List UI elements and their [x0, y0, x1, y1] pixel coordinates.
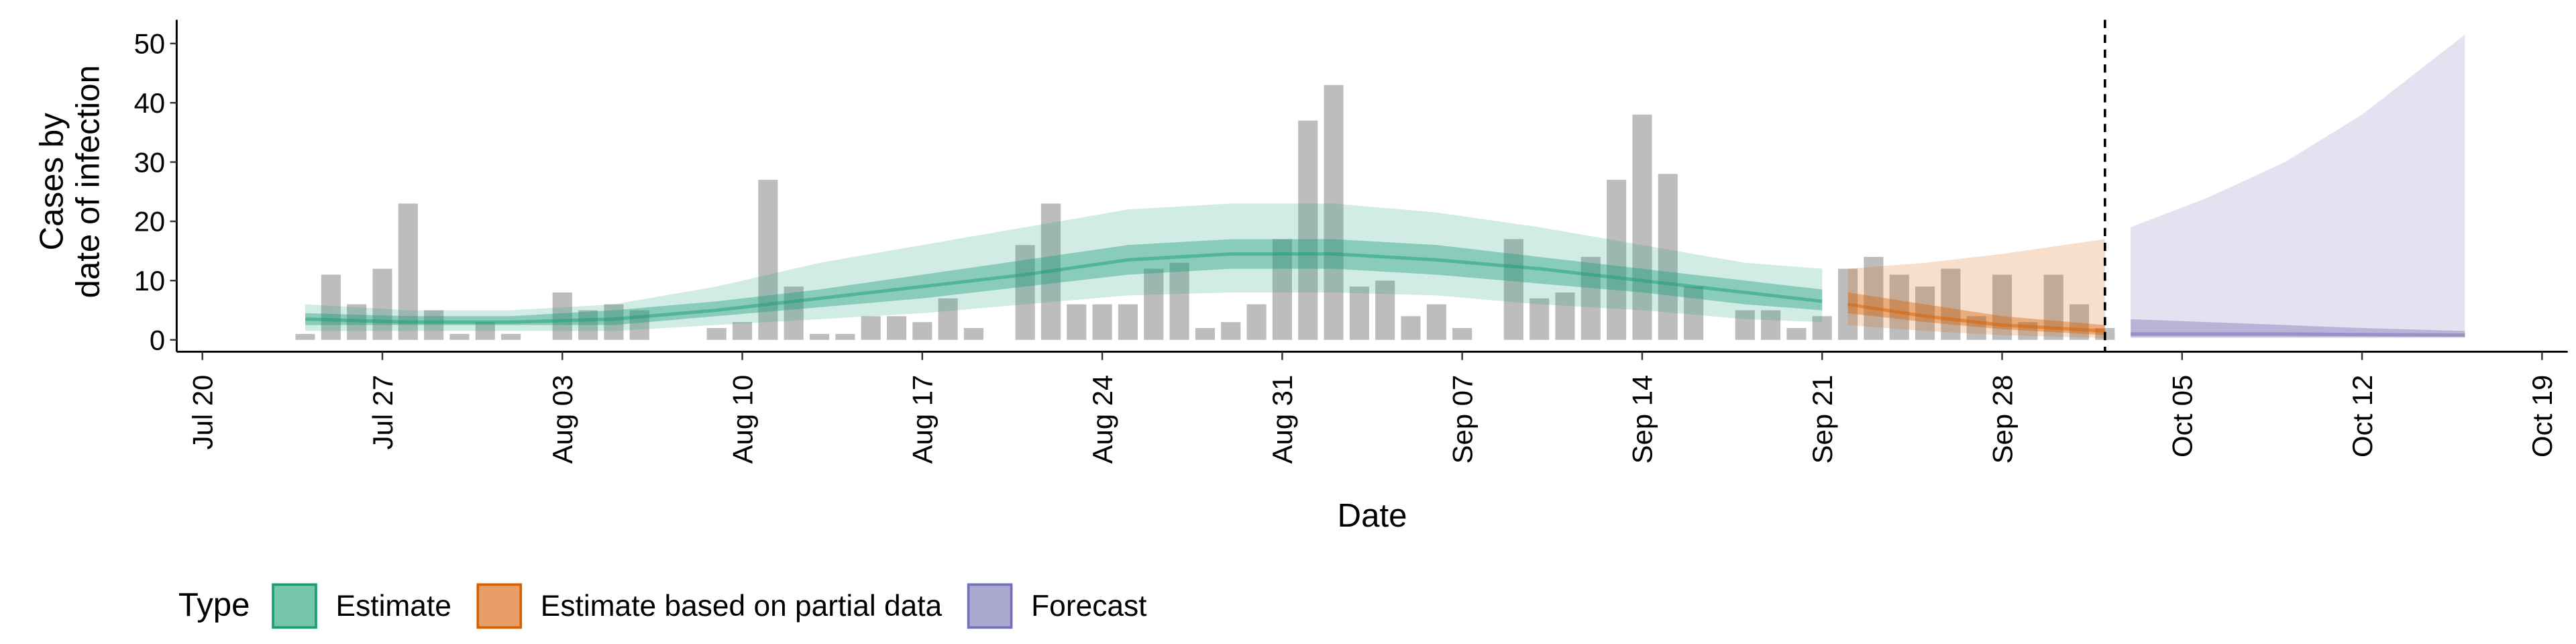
ribbon — [1847, 292, 2105, 335]
bar — [2069, 304, 2090, 340]
x-tick-label: Aug 03 — [547, 375, 578, 464]
bar — [912, 322, 932, 340]
bar — [861, 316, 881, 340]
legend-label: Forecast — [1031, 590, 1146, 623]
legend-swatch — [967, 583, 1013, 629]
ribbon — [305, 203, 1823, 331]
y-tick-label: 50 — [134, 28, 166, 60]
bar — [449, 333, 470, 340]
bar — [372, 268, 392, 340]
bar — [1246, 304, 1267, 340]
bar — [424, 310, 444, 340]
y-tick-label: 40 — [134, 87, 166, 119]
x-tick-label: Sep 21 — [1807, 375, 1838, 464]
bar — [552, 292, 572, 340]
bar — [809, 333, 830, 340]
x-tick-label: Aug 10 — [727, 375, 758, 464]
bar — [938, 298, 958, 340]
bar — [1401, 316, 1421, 340]
bar — [1067, 304, 1087, 340]
x-tick-label: Sep 14 — [1627, 375, 1658, 464]
bar — [1632, 114, 1652, 340]
bar — [398, 203, 418, 340]
bar — [1349, 286, 1369, 340]
y-tick-label: 10 — [134, 265, 166, 297]
bar — [886, 316, 907, 340]
bar — [1915, 286, 1935, 340]
bar — [1607, 180, 1627, 340]
bar — [321, 274, 341, 340]
x-tick-label: Oct 05 — [2167, 375, 2198, 458]
legend-label: Estimate based on partial data — [541, 590, 943, 623]
bar — [1761, 310, 1781, 340]
y-tick-label: 20 — [134, 206, 166, 237]
median-line — [1847, 303, 2105, 333]
bar — [1658, 174, 1678, 340]
bar — [1735, 310, 1755, 340]
bar — [1812, 316, 1832, 340]
bar — [1580, 256, 1601, 340]
legend-label: Estimate — [336, 590, 451, 623]
x-tick-label: Jul 20 — [186, 375, 218, 450]
bar — [1144, 268, 1164, 340]
legend-title: Type — [178, 586, 250, 623]
legend-swatch — [272, 583, 317, 629]
y-tick-label: 0 — [150, 324, 165, 356]
bar — [1272, 239, 1292, 340]
bars — [295, 85, 2115, 340]
bar — [1169, 262, 1189, 340]
x-tick-label: Sep 28 — [1986, 375, 2018, 464]
bar — [835, 333, 855, 340]
bar — [1684, 286, 1704, 340]
median-line — [2131, 332, 2465, 337]
x-tick-label: Sep 07 — [1446, 375, 1478, 464]
bar — [784, 286, 804, 340]
bar — [295, 333, 315, 340]
bar — [758, 180, 778, 340]
x-tick-label: Aug 31 — [1267, 375, 1298, 464]
bar — [1941, 268, 1961, 340]
bar — [1118, 304, 1138, 340]
bar — [475, 322, 495, 340]
x-tick-label: Oct 19 — [2526, 375, 2558, 458]
bar — [1889, 274, 1909, 340]
bar — [732, 322, 753, 340]
x-tick-label: Aug 17 — [907, 375, 938, 464]
x-tick-label: Jul 27 — [367, 375, 398, 450]
bar — [1324, 85, 1344, 340]
x-tick-label: Aug 24 — [1087, 375, 1118, 464]
bar — [1786, 327, 1807, 340]
y-tick-label: 30 — [134, 146, 166, 178]
bar — [706, 327, 727, 340]
ribbon — [2131, 34, 2465, 338]
bar — [1221, 322, 1241, 340]
y-axis-label: date of infection — [70, 65, 107, 299]
bar — [1555, 292, 1575, 340]
bar — [1426, 304, 1446, 340]
bar — [1092, 304, 1112, 340]
bar — [578, 310, 598, 340]
x-tick-label: Oct 12 — [2347, 375, 2378, 458]
bar — [1015, 245, 1035, 340]
bar — [1298, 120, 1318, 340]
bar — [1992, 274, 2012, 340]
bar — [501, 333, 521, 340]
bar — [963, 327, 984, 340]
x-axis-label: Date — [1338, 497, 1407, 534]
bar — [1864, 256, 1884, 340]
y-axis-label: Cases by — [34, 113, 70, 251]
bar — [1195, 327, 1215, 340]
bar — [604, 304, 624, 340]
bar — [1503, 239, 1523, 340]
median-line — [305, 252, 1823, 324]
bar — [1375, 280, 1395, 340]
bar — [1452, 327, 1472, 340]
bar — [1529, 298, 1550, 340]
legend-swatch — [476, 583, 523, 629]
